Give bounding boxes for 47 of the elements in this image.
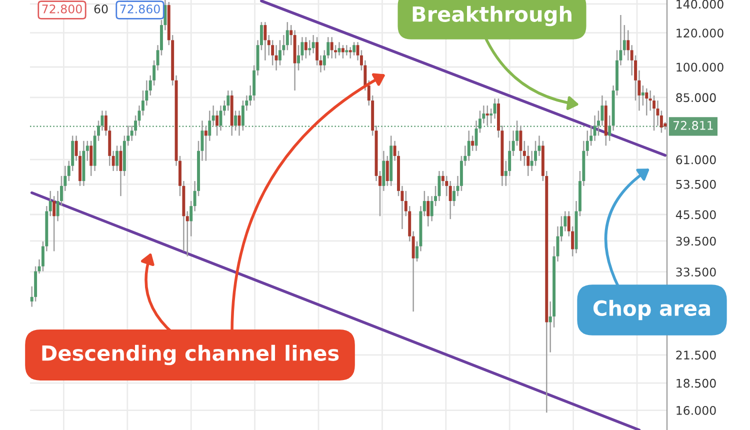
candlestick bbox=[386, 155, 389, 187]
candlestick bbox=[341, 44, 344, 60]
candlestick bbox=[204, 125, 208, 162]
annotation: Descending channel lines bbox=[42, 344, 339, 366]
y-tick-label: 61.000 bbox=[676, 155, 716, 164]
candlestick bbox=[652, 94, 656, 132]
annotation: Chop area bbox=[593, 300, 710, 320]
annotation: 60 bbox=[94, 4, 108, 14]
candlestick bbox=[304, 36, 308, 60]
candlestick bbox=[90, 140, 93, 177]
candlestick bbox=[241, 100, 244, 132]
y-tick-label: 45.500 bbox=[676, 210, 716, 220]
y-tick-label: 53.500 bbox=[676, 180, 716, 189]
candlestick bbox=[312, 34, 315, 54]
y-tick-label: 140.000 bbox=[676, 0, 724, 9]
ref-line-label: 72.811 bbox=[674, 120, 713, 130]
candlestick bbox=[345, 44, 348, 56]
y-tick-label: 21.500 bbox=[676, 350, 716, 360]
candlestick bbox=[471, 135, 474, 152]
y-tick-label: 16.000 bbox=[676, 406, 716, 415]
candlestick bbox=[348, 46, 352, 60]
y-tick-label: 33.500 bbox=[676, 268, 716, 276]
candlestick bbox=[52, 195, 56, 252]
candlestick bbox=[116, 145, 119, 172]
y-tick-label: 39.500 bbox=[676, 236, 716, 246]
candlestick bbox=[234, 110, 238, 132]
annotation: 72.860 bbox=[120, 4, 160, 14]
candlestick bbox=[330, 36, 334, 60]
y-tick-label: 100.000 bbox=[676, 62, 724, 72]
candlestick bbox=[593, 114, 596, 142]
candlestick bbox=[645, 88, 648, 116]
candlestick bbox=[226, 90, 230, 112]
candlestick bbox=[352, 42, 356, 56]
candlestick bbox=[526, 145, 530, 177]
candlestick bbox=[486, 104, 489, 126]
candlestick bbox=[493, 98, 496, 120]
candlestick bbox=[448, 180, 452, 220]
candlestick bbox=[426, 195, 430, 228]
candlestick bbox=[641, 84, 644, 106]
y-tick-label: 18.500 bbox=[676, 378, 716, 388]
candlestick bbox=[219, 104, 222, 132]
annotation: 72.800 bbox=[42, 4, 82, 14]
candlestick bbox=[274, 44, 278, 72]
candlestick bbox=[264, 21, 267, 61]
y-tick-label: 120.000 bbox=[676, 28, 724, 38]
y-tick-label: 85.000 bbox=[676, 93, 716, 102]
annotation: Breakthrough bbox=[412, 6, 572, 26]
